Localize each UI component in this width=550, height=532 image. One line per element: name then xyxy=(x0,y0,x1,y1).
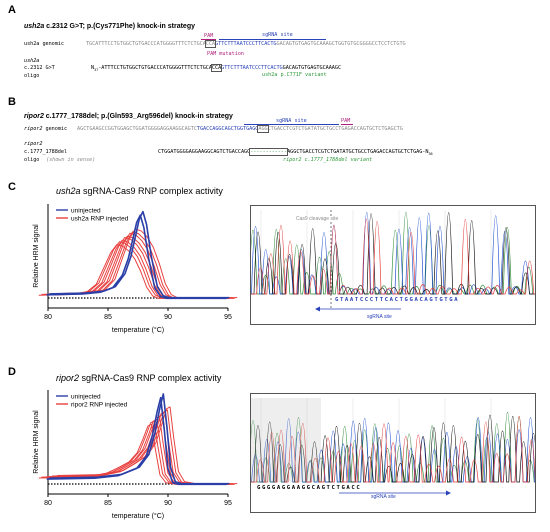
chromatogram-ush2a-trace xyxy=(248,210,535,312)
chrom-trace xyxy=(251,212,535,295)
chromatogram-ripor2-seq: GGGGAGGAAGGCAGTCTGACC xyxy=(257,485,362,491)
legend-entry: ripor2 RNP injected xyxy=(71,401,128,408)
chrom-trace xyxy=(251,415,536,483)
b-oligo-label-3: oligo xyxy=(24,157,40,163)
a-genomic-label: ush2a genomic xyxy=(24,41,64,47)
series-line xyxy=(51,232,232,299)
x-tick-label: 80 xyxy=(44,500,52,507)
x-tick-label: 95 xyxy=(224,500,232,507)
chrom-trace xyxy=(251,218,535,295)
series-line xyxy=(44,239,225,299)
series-line xyxy=(38,244,219,299)
legend-entry: uninjected xyxy=(71,393,101,400)
panel-b-title: ripor2 c.1777_1788del; p.(Gln593_Arg596d… xyxy=(24,113,233,120)
b-oligo-label-2: c.1777_1788del xyxy=(24,149,68,155)
chrom-shade xyxy=(251,398,321,482)
x-tick-label: 90 xyxy=(164,500,172,507)
sgrna-label: sgRNA site xyxy=(262,32,293,38)
series-line xyxy=(44,419,225,485)
chrom-trace xyxy=(251,212,535,295)
b-oligo-note: (shown in sense) xyxy=(46,157,96,163)
cleavage-site-label: Cas9 cleavage site xyxy=(296,216,339,222)
series-line xyxy=(46,237,227,299)
sgrna-arrowhead xyxy=(315,306,320,312)
b-pam-bar xyxy=(341,124,353,125)
pam-bar xyxy=(201,39,216,40)
b-genomic-row: ripor2 genomic AGCTGAAGCCGGTGGAGCTGGATGGG… xyxy=(24,125,403,133)
x-axis-label: temperature (°C) xyxy=(112,326,164,334)
panel-d-letter: D xyxy=(8,366,16,378)
b-sgrna-label: sgRNA site xyxy=(276,118,307,124)
panel-c-letter: C xyxy=(8,181,16,193)
hrm-chart-ush2a: 80 85 90 95 temperature (°C) Relative HRM sig… xyxy=(33,204,238,334)
hrm-chart-ripor2: 80 85 90 95 temperature (°C) Relative HRM sig… xyxy=(33,390,238,520)
sgrna-arrowhead xyxy=(446,490,451,496)
chrom-trace xyxy=(251,414,538,483)
x-tick-label: 90 xyxy=(164,314,172,321)
series-line xyxy=(49,210,230,299)
panel-d-chart-title: ripor2 sgRNA-Cas9 RNP complex activity xyxy=(56,373,222,383)
chromatogram-ush2a: Cas9 cleavage site GTAATCCCTTCACTGGACAGT… xyxy=(248,205,536,325)
series-line xyxy=(54,409,235,485)
chrom-trace xyxy=(248,212,535,295)
a-oligo-label-1: ush2a xyxy=(24,58,40,64)
b-oligo-row: CTGGATGGGGAGGAAGGCAGTCTGACCAGG----------… xyxy=(158,148,433,157)
series-line xyxy=(46,415,227,485)
panel-b-letter: B xyxy=(8,96,16,108)
a-variant-label: ush2a p.C771F variant xyxy=(262,72,327,78)
x-tick-label: 85 xyxy=(104,500,112,507)
a-genomic-row: ush2a genomic TGCATTTCCTGTGGCTGTGACCCATGG… xyxy=(24,40,406,48)
y-axis-label: Relative HRM signal xyxy=(33,224,40,288)
panel-a-title: ush2a c.2312 G>T; p.(Cys771Phe) knock-in… xyxy=(24,23,195,30)
legend-entry: ush2a RNP injected xyxy=(71,215,129,222)
x-tick-label: 85 xyxy=(104,314,112,321)
panel-c-chart-title: ush2a sgRNA-Cas9 RNP complex activity xyxy=(56,186,223,196)
x-axis-label: temperature (°C) xyxy=(112,512,164,520)
series-line xyxy=(57,406,238,485)
b-sgrna-bar xyxy=(244,124,339,125)
chromatogram-ripor2-sgrna-label: sgRNA site xyxy=(371,494,396,500)
b-pam-label: PAM xyxy=(341,118,351,124)
series-line xyxy=(49,235,230,299)
x-tick-label: 95 xyxy=(224,314,232,321)
y-axis-label: Relative HRM signal xyxy=(33,410,40,474)
chromatogram-ush2a-sgrna-label: sgRNA site xyxy=(367,314,392,320)
legend-entry: uninjected xyxy=(71,207,101,214)
chromatogram-ush2a-seq: GTAATCCCTTCACTGGACAGTGTGA xyxy=(335,297,460,303)
panel-a-letter: A xyxy=(8,4,16,16)
series-line xyxy=(49,393,230,485)
a-oligo-label-3: oligo xyxy=(24,73,40,79)
series-line xyxy=(41,420,222,485)
series-line xyxy=(49,414,230,485)
a-oligo-row: N37-ATTTCCTGTGGCTGTGACCCATGGGGTTTCTCTGCA… xyxy=(91,64,342,73)
b-variant-label: ripor2 c.1777_1788del variant xyxy=(283,157,373,163)
pam-mutation-label: PAM mutation xyxy=(207,51,244,57)
series-line xyxy=(41,241,222,299)
series-line xyxy=(46,396,227,486)
a-oligo-label-2: c.2312 G>T xyxy=(24,65,55,71)
chromatogram-ripor2-trace xyxy=(248,398,538,496)
b-oligo-label-1: ripor2 xyxy=(24,141,43,147)
x-tick-label: 80 xyxy=(44,314,52,321)
chromatogram-ripor2: GGGGAGGAAGGCAGTCTGACC sgRNA site xyxy=(248,393,538,513)
sgrna-bar xyxy=(219,39,326,40)
series-line xyxy=(51,411,232,485)
pam-label: PAM xyxy=(204,33,214,39)
